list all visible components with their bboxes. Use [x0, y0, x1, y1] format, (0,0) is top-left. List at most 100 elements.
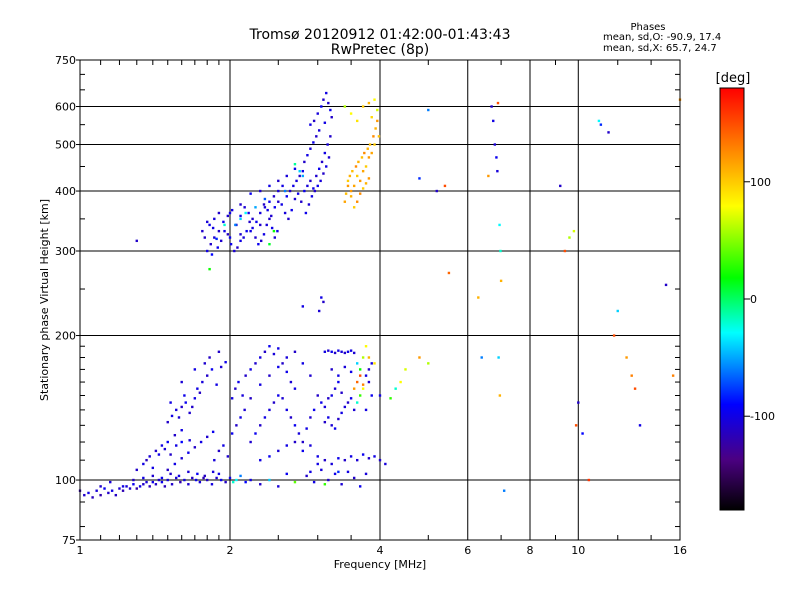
data-point	[370, 116, 373, 119]
data-point	[208, 356, 211, 359]
data-point	[346, 179, 350, 183]
data-point	[313, 189, 317, 193]
plot-frame	[79, 59, 681, 541]
data-point	[364, 345, 368, 348]
data-point	[180, 380, 183, 384]
data-point	[317, 309, 321, 313]
data-point	[497, 356, 500, 359]
y-axis-label: Stationary phase Virtual Height [km]	[38, 199, 51, 401]
data-point	[361, 105, 365, 108]
data-point	[205, 249, 209, 253]
data-point	[312, 408, 316, 412]
data-point	[254, 432, 257, 435]
y-tick-label: 500	[55, 139, 76, 152]
data-point	[224, 360, 227, 364]
data-point	[249, 478, 252, 482]
data-point	[435, 189, 438, 193]
data-point	[337, 349, 340, 352]
data-point	[325, 165, 328, 168]
data-point	[272, 401, 276, 404]
data-point	[285, 444, 288, 447]
data-point	[346, 350, 350, 353]
data-point	[309, 444, 312, 447]
data-point	[230, 432, 234, 435]
data-point	[103, 487, 106, 490]
data-point	[163, 485, 167, 488]
data-point	[243, 206, 246, 209]
data-point	[630, 374, 633, 377]
data-point	[309, 179, 312, 183]
data-point	[210, 253, 214, 256]
data-point	[277, 200, 280, 203]
data-point	[343, 200, 347, 203]
data-point	[349, 397, 353, 400]
data-point	[285, 370, 288, 374]
data-point	[157, 478, 161, 482]
data-point	[447, 271, 451, 275]
data-point	[259, 483, 262, 486]
data-point	[95, 489, 98, 492]
data-point	[259, 223, 262, 227]
data-point	[213, 236, 216, 239]
data-point	[241, 394, 244, 397]
data-point	[87, 491, 90, 495]
data-point	[211, 226, 215, 230]
data-point	[217, 229, 221, 233]
data-point	[490, 105, 493, 108]
data-point	[142, 476, 145, 480]
data-point	[244, 211, 247, 215]
data-point	[354, 165, 358, 168]
data-point	[322, 300, 325, 304]
data-point	[263, 416, 267, 419]
data-point	[304, 211, 308, 215]
data-point	[293, 480, 297, 484]
data-point	[132, 483, 135, 486]
data-point	[175, 476, 178, 480]
data-point	[91, 496, 94, 499]
data-point	[277, 179, 280, 183]
data-point	[337, 417, 340, 421]
data-point	[312, 141, 315, 144]
data-point	[160, 444, 164, 447]
data-point	[346, 184, 350, 188]
data-point	[230, 397, 234, 400]
data-point	[370, 151, 373, 155]
data-point	[480, 356, 483, 359]
data-point	[109, 480, 112, 484]
data-point	[364, 165, 368, 168]
data-point	[280, 203, 283, 206]
colorbar-tick-label: -100	[750, 410, 775, 423]
data-point	[198, 480, 202, 484]
data-point	[343, 105, 347, 108]
data-point	[157, 453, 161, 456]
data-point	[235, 424, 238, 427]
data-point	[135, 239, 138, 243]
data-point	[361, 169, 365, 173]
data-point	[487, 174, 490, 178]
data-point	[309, 470, 312, 474]
data-point	[323, 458, 327, 462]
x-tick-label: 4	[377, 544, 384, 557]
data-point	[320, 105, 323, 108]
data-point	[290, 208, 293, 212]
data-point	[298, 169, 301, 173]
data-point	[268, 374, 271, 377]
data-point	[305, 474, 308, 478]
data-point	[259, 424, 262, 427]
data-point	[222, 220, 225, 224]
data-point	[358, 179, 362, 183]
data-point	[239, 214, 242, 218]
data-point	[226, 455, 230, 458]
data-point	[372, 135, 375, 138]
colorbar-tick-label: 100	[750, 176, 771, 189]
data-point	[499, 249, 502, 253]
data-point	[559, 184, 562, 188]
data-point	[193, 446, 197, 449]
data-point	[135, 487, 138, 490]
data-point	[367, 156, 371, 159]
data-point	[208, 267, 211, 271]
data-point	[268, 478, 271, 482]
data-point	[222, 444, 225, 447]
data-point	[107, 491, 110, 495]
